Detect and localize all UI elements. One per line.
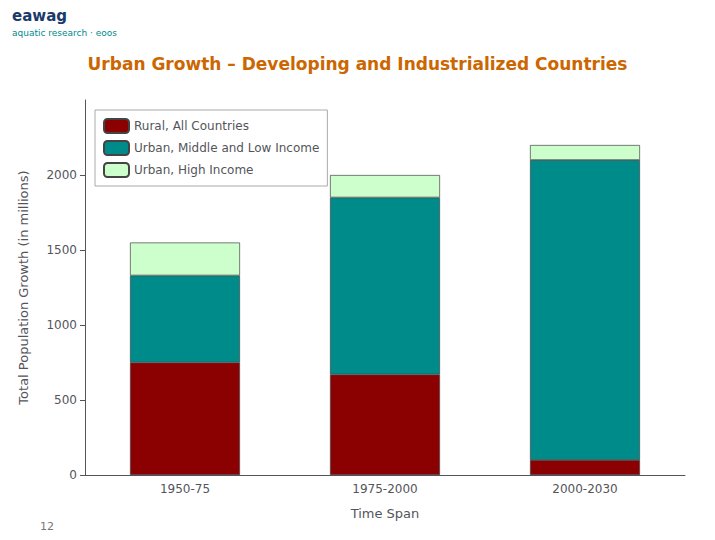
svg-text:Rural, All Countries: Rural, All Countries [134, 119, 249, 133]
svg-text:1000: 1000 [46, 318, 77, 332]
svg-text:1500: 1500 [46, 243, 77, 257]
svg-text:500: 500 [54, 393, 77, 407]
svg-text:Urban, Middle and Low Income: Urban, Middle and Low Income [134, 141, 319, 155]
svg-text:Urban Growth – Developing and: Urban Growth – Developing and Industrial… [88, 54, 628, 74]
svg-text:Total Population Growth (in mi: Total Population Growth (in millions) [16, 170, 31, 405]
svg-text:Urban, High Income: Urban, High Income [134, 163, 253, 177]
svg-text:0: 0 [69, 468, 77, 482]
svg-text:eawag: eawag [12, 7, 67, 25]
svg-text:12: 12 [40, 520, 54, 533]
svg-text:aquatic research · eoos: aquatic research · eoos [12, 28, 117, 38]
svg-text:1975-2000: 1975-2000 [352, 482, 417, 496]
svg-text:1950-75: 1950-75 [160, 482, 210, 496]
svg-text:2000: 2000 [46, 168, 77, 182]
svg-text:2000-2030: 2000-2030 [552, 482, 617, 496]
svg-text:Time Span: Time Span [350, 506, 420, 521]
